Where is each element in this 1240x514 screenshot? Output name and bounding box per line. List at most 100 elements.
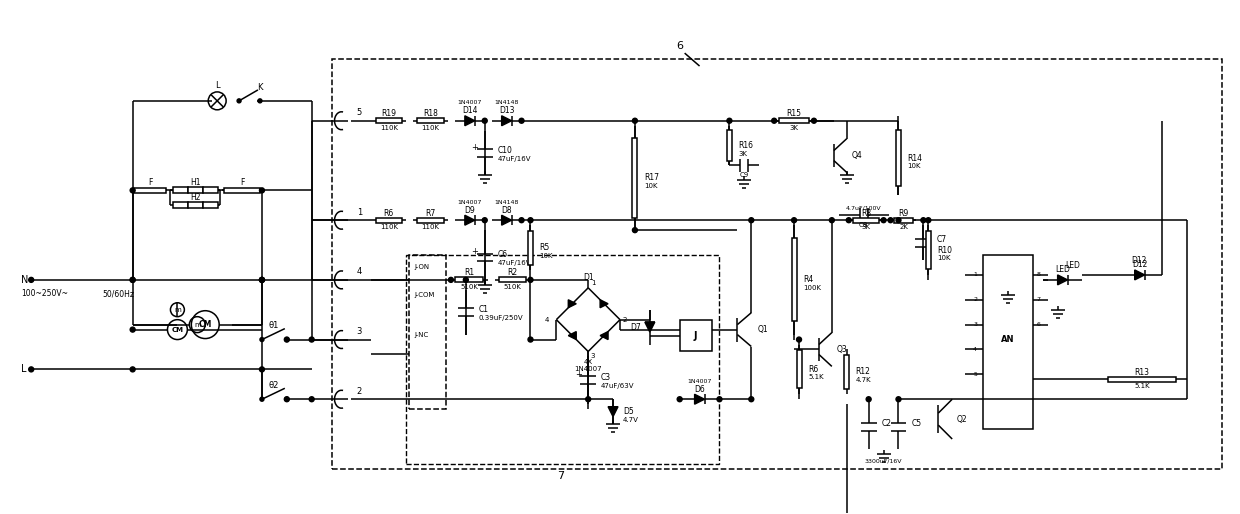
Text: R14: R14 <box>908 154 923 162</box>
Text: 4: 4 <box>973 347 977 352</box>
Circle shape <box>717 397 722 402</box>
Text: 5: 5 <box>357 108 362 117</box>
Text: 110K: 110K <box>422 125 439 131</box>
Text: N: N <box>21 275 29 285</box>
Polygon shape <box>694 394 704 404</box>
Text: 2K: 2K <box>899 224 908 230</box>
Circle shape <box>528 278 533 282</box>
Text: H1: H1 <box>190 178 201 187</box>
Text: 10K: 10K <box>937 255 951 261</box>
Circle shape <box>130 278 135 282</box>
Text: LED: LED <box>1055 265 1070 274</box>
Bar <box>1109 377 1177 382</box>
Bar <box>376 118 402 123</box>
Text: R16: R16 <box>738 141 754 150</box>
Circle shape <box>867 397 872 402</box>
Circle shape <box>897 218 901 223</box>
Text: R6: R6 <box>383 209 394 218</box>
Text: Q4: Q4 <box>852 151 863 160</box>
Text: 1: 1 <box>591 280 595 286</box>
Circle shape <box>749 218 754 223</box>
Text: R1: R1 <box>464 268 475 278</box>
Circle shape <box>130 327 135 332</box>
Text: C7: C7 <box>936 235 946 244</box>
Circle shape <box>921 218 926 223</box>
Text: 2: 2 <box>622 317 627 323</box>
Circle shape <box>259 278 264 282</box>
Text: 1N4148: 1N4148 <box>495 200 518 205</box>
Text: H2: H2 <box>190 193 201 202</box>
Text: 5.1K: 5.1K <box>1135 383 1149 389</box>
Circle shape <box>130 188 135 193</box>
Text: 510K: 510K <box>460 284 479 290</box>
Text: 3K: 3K <box>862 224 870 230</box>
Text: R4: R4 <box>804 276 813 284</box>
Circle shape <box>464 278 469 282</box>
Text: 10K: 10K <box>539 252 553 259</box>
Text: C10: C10 <box>497 145 512 155</box>
Text: D8: D8 <box>501 206 512 215</box>
Bar <box>418 118 444 123</box>
Text: 1N4007: 1N4007 <box>458 200 482 205</box>
Bar <box>926 231 931 269</box>
Text: D14: D14 <box>463 106 477 115</box>
Text: 4.7uF/100V: 4.7uF/100V <box>846 206 882 211</box>
Text: L: L <box>215 81 219 90</box>
Circle shape <box>260 338 264 341</box>
Polygon shape <box>1135 270 1145 280</box>
Text: m: m <box>193 322 201 327</box>
Circle shape <box>284 397 289 402</box>
Circle shape <box>259 278 264 282</box>
Circle shape <box>237 99 241 103</box>
Polygon shape <box>608 407 618 417</box>
Bar <box>983 255 1033 429</box>
Bar <box>172 203 187 208</box>
Circle shape <box>830 218 835 223</box>
Text: J: J <box>694 331 697 341</box>
Circle shape <box>846 218 851 223</box>
Circle shape <box>449 278 454 282</box>
Text: R17: R17 <box>644 173 658 182</box>
Circle shape <box>727 118 732 123</box>
Polygon shape <box>465 215 475 225</box>
Text: C2: C2 <box>882 419 892 428</box>
Bar <box>407 255 719 464</box>
Circle shape <box>791 218 796 223</box>
Polygon shape <box>502 116 512 126</box>
Text: Q3: Q3 <box>837 345 848 354</box>
Circle shape <box>258 99 262 103</box>
Bar <box>528 231 533 265</box>
Bar <box>418 218 444 223</box>
Bar <box>897 130 901 187</box>
Bar <box>498 278 526 282</box>
Circle shape <box>285 338 289 341</box>
Text: D12: D12 <box>1131 256 1147 265</box>
Bar <box>187 203 203 208</box>
Text: 6: 6 <box>1037 322 1040 327</box>
Text: D5: D5 <box>622 407 634 416</box>
Bar <box>187 188 203 193</box>
Text: CM: CM <box>171 326 184 333</box>
Text: R6: R6 <box>808 365 818 374</box>
Text: 47uF/63V: 47uF/63V <box>601 383 635 389</box>
Circle shape <box>897 397 901 402</box>
Circle shape <box>130 278 135 282</box>
Text: D7: D7 <box>630 323 641 332</box>
Circle shape <box>528 337 533 342</box>
Text: 1N4148: 1N4148 <box>495 100 518 105</box>
Circle shape <box>482 118 487 123</box>
Text: C1: C1 <box>479 305 489 314</box>
Text: R2: R2 <box>507 268 517 278</box>
Text: θ1: θ1 <box>269 321 279 330</box>
Bar <box>455 278 484 282</box>
Text: F: F <box>148 178 153 187</box>
Text: C3: C3 <box>601 373 611 382</box>
Bar <box>680 320 712 352</box>
Circle shape <box>520 218 525 223</box>
Bar <box>796 351 801 388</box>
Circle shape <box>482 218 487 223</box>
Circle shape <box>882 218 887 223</box>
Bar <box>779 118 810 123</box>
Text: R18: R18 <box>423 109 438 118</box>
Circle shape <box>585 397 590 402</box>
